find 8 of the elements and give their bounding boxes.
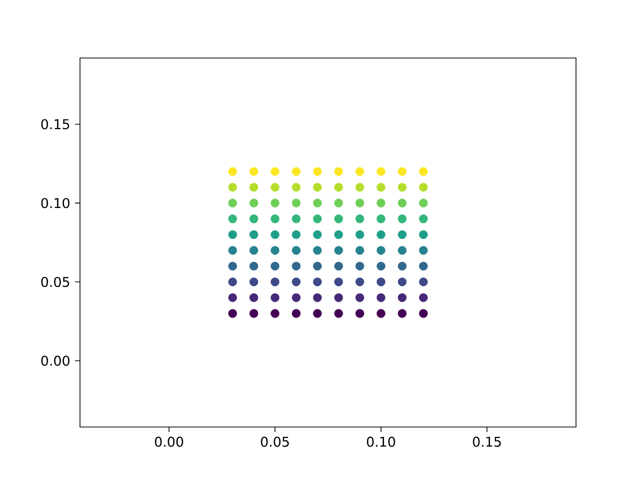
x-tick-label: 0.00 (154, 436, 184, 447)
y-tick-label: 0.10 (41, 198, 70, 208)
x-tick-label: 0.15 (472, 436, 501, 447)
y-tick-label: 0.05 (41, 276, 70, 287)
y-tick-label: 0.00 (41, 356, 70, 366)
x-tick-label: 0.10 (366, 436, 396, 447)
x-tick-label: 0.05 (260, 436, 289, 447)
y-tick-label: 0.15 (41, 119, 70, 130)
